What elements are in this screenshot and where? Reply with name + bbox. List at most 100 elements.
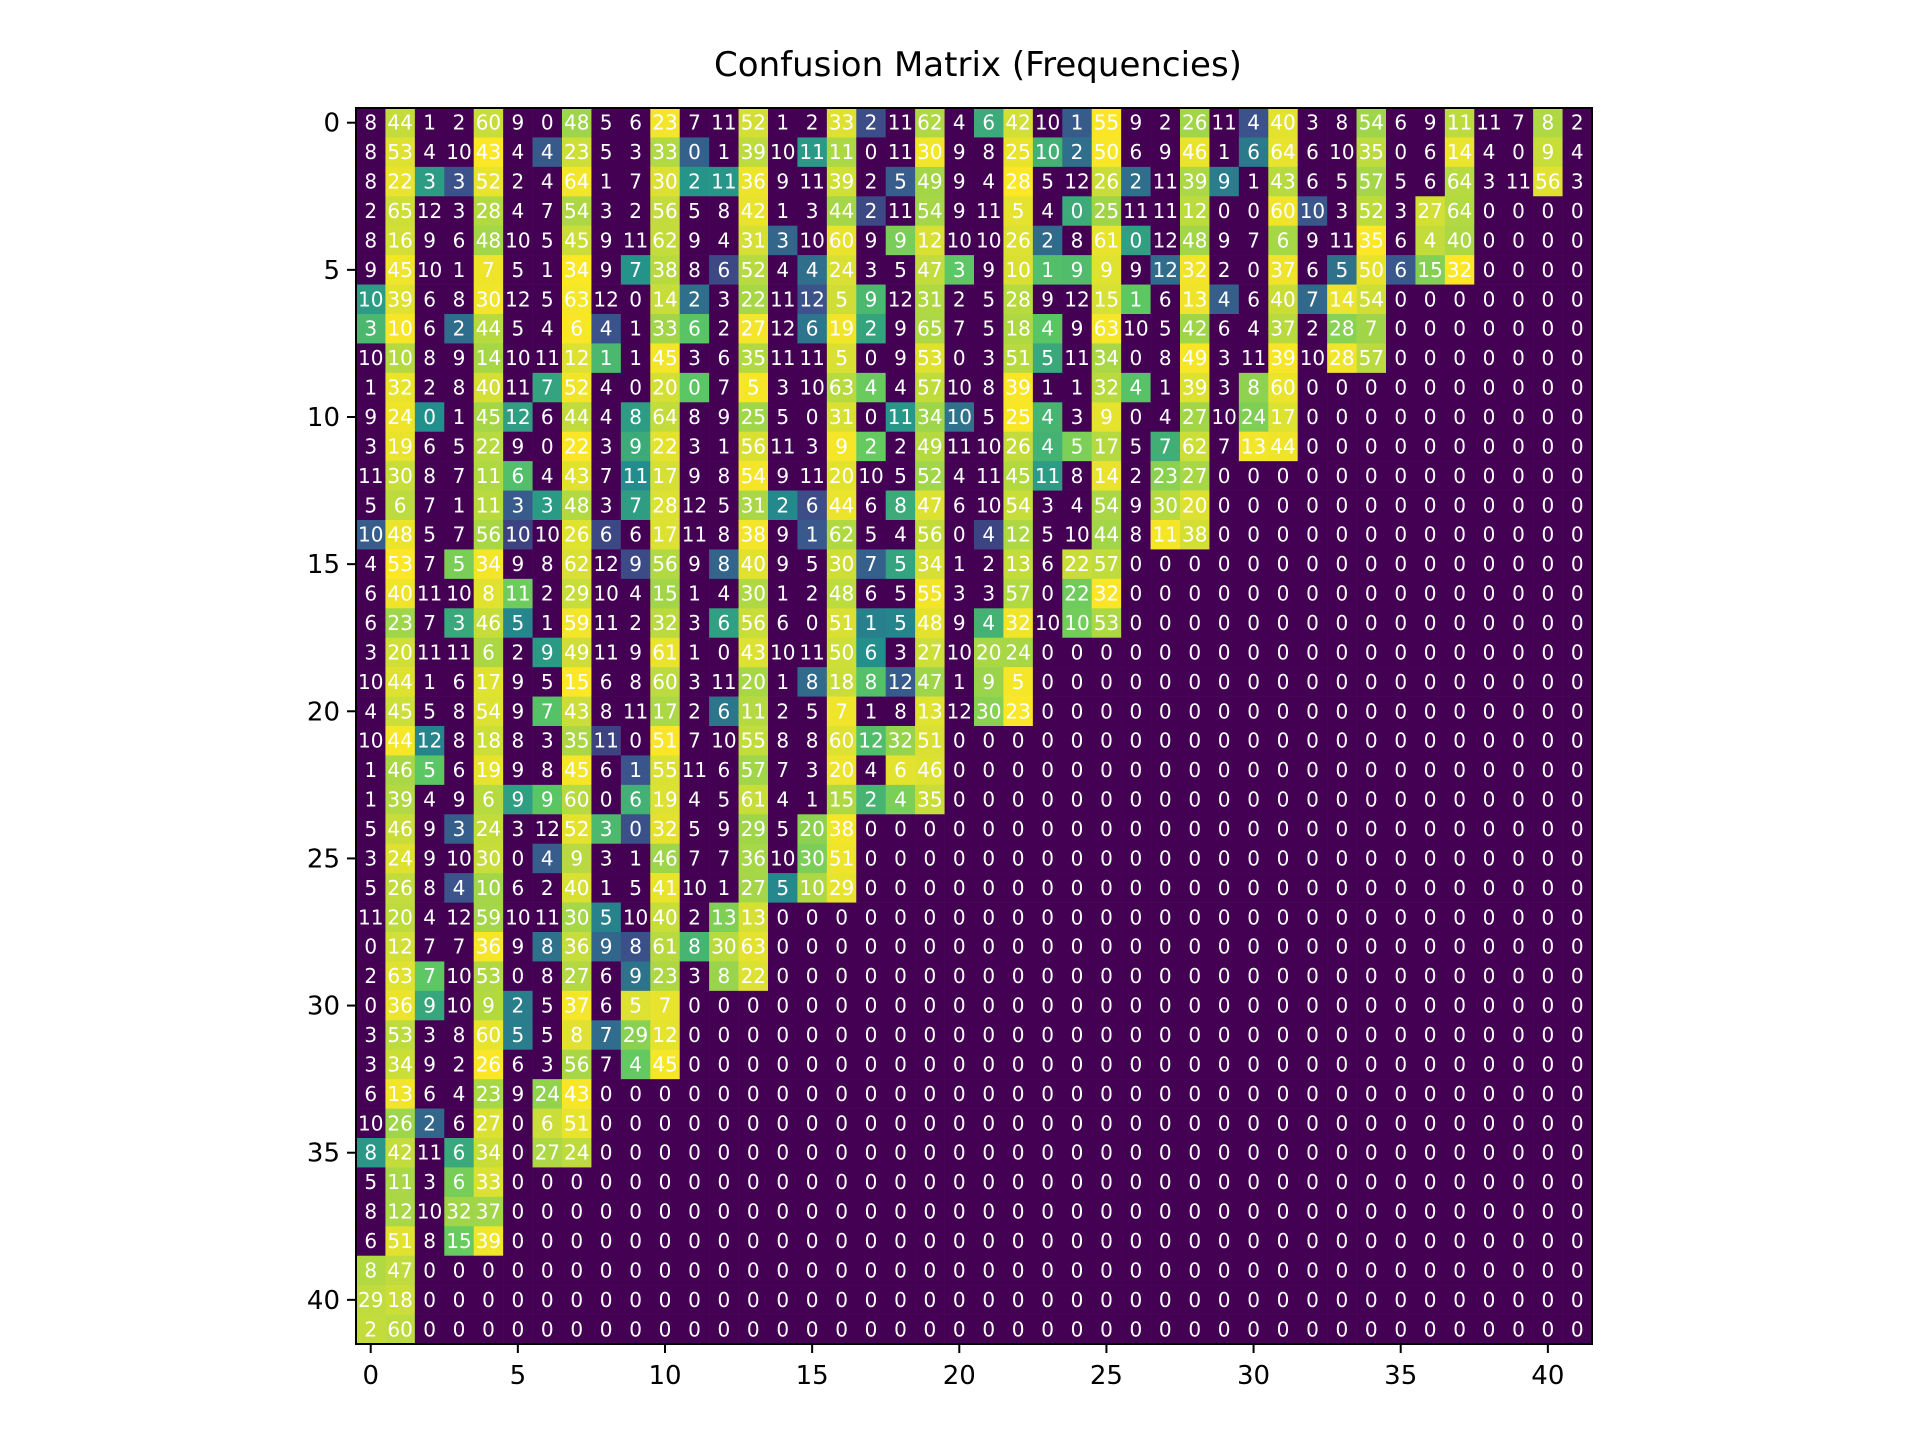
cell-value-label: 0	[1394, 493, 1407, 517]
cell-value-label: 35	[1359, 228, 1384, 252]
cell-value-label: 59	[564, 611, 589, 635]
cell-value-label: 0	[923, 1082, 936, 1106]
heatmap-cell	[503, 137, 533, 168]
cell-value-label: 0	[747, 1317, 760, 1341]
cell-value-label: 0	[923, 876, 936, 900]
cell-value-label: 0	[835, 964, 848, 988]
heatmap-cell	[650, 166, 681, 197]
heatmap-cell	[444, 314, 475, 344]
heatmap-cell	[620, 520, 651, 550]
heatmap-cell	[620, 608, 651, 639]
cell-value-label: 0	[1483, 640, 1496, 664]
cell-value-label: 0	[1365, 788, 1378, 812]
cell-value-label: 0	[423, 405, 436, 429]
cell-value-label: 1	[717, 434, 730, 458]
cell-value-label: 0	[1571, 258, 1584, 282]
cell-value-label: 8	[1071, 464, 1084, 488]
cell-value-label: 0	[1188, 1111, 1201, 1135]
x-tick-label: 35	[1384, 1361, 1417, 1391]
cell-value-label: 0	[1071, 199, 1084, 223]
cell-value-label: 0	[1218, 1200, 1231, 1224]
cell-value-label: 14	[476, 346, 501, 370]
heatmap-cell	[591, 461, 622, 491]
heatmap-cell	[620, 225, 651, 256]
cell-value-label: 6	[423, 434, 436, 458]
cell-value-label: 0	[1247, 199, 1260, 223]
cell-value-label: 11	[1329, 228, 1354, 252]
cell-value-label: 0	[629, 1258, 642, 1282]
heatmap-cell	[356, 1285, 386, 1315]
cell-value-label: 20	[1182, 493, 1207, 517]
heatmap-cell	[591, 1285, 622, 1315]
cell-value-label: 0	[1247, 1288, 1260, 1312]
heatmap-cell	[473, 1314, 504, 1345]
heatmap-cell	[414, 1167, 445, 1198]
cell-value-label: 1	[776, 199, 789, 223]
heatmap-cell	[709, 814, 739, 845]
cell-value-label: 5	[453, 552, 466, 576]
cell-value-label: 0	[1483, 964, 1496, 988]
cell-value-label: 11	[535, 905, 560, 929]
heatmap-cell	[532, 490, 563, 521]
cell-value-label: 0	[982, 817, 995, 841]
cell-value-label: 0	[1512, 1082, 1525, 1106]
heatmap-cell	[797, 255, 828, 285]
cell-value-label: 0	[1012, 994, 1025, 1018]
heatmap-cell	[826, 1020, 857, 1051]
cell-value-label: 34	[476, 552, 501, 576]
cell-value-label: 0	[923, 1052, 936, 1076]
heatmap-cell	[356, 755, 386, 786]
cell-value-label: 20	[387, 905, 412, 929]
cell-value-label: 32	[446, 1200, 471, 1224]
cell-value-label: 8	[717, 964, 730, 988]
heatmap-cell	[532, 1079, 563, 1109]
heatmap-cell	[356, 1020, 386, 1051]
cell-value-label: 39	[476, 1229, 501, 1253]
cell-value-label: 3	[1306, 111, 1319, 135]
cell-value-label: 0	[1306, 434, 1319, 458]
cell-value-label: 0	[747, 1288, 760, 1312]
cell-value-label: 0	[1365, 640, 1378, 664]
cell-value-label: 0	[1453, 1082, 1466, 1106]
cell-value-label: 0	[1188, 788, 1201, 812]
cell-value-label: 0	[982, 1317, 995, 1341]
cell-value-label: 0	[629, 287, 642, 311]
cell-value-label: 0	[806, 1258, 819, 1282]
heatmap-cell	[532, 137, 563, 168]
cell-value-label: 0	[1571, 1229, 1584, 1253]
heatmap-cell	[826, 255, 857, 285]
cell-value-label: 1	[865, 611, 878, 635]
cell-value-label: 9	[953, 611, 966, 635]
heatmap-cell	[385, 1255, 416, 1286]
cell-value-label: 3	[776, 376, 789, 400]
cell-value-label: 9	[629, 552, 642, 576]
cell-value-label: 8	[1541, 111, 1554, 135]
heatmap-cell	[414, 137, 445, 168]
heatmap-cell	[797, 1226, 828, 1257]
heatmap-cell	[797, 372, 828, 403]
cell-value-label: 46	[387, 817, 412, 841]
cell-value-label: 47	[917, 670, 942, 694]
cell-value-label: 1	[1041, 258, 1054, 282]
heatmap-cell	[768, 255, 798, 285]
heatmap-cell	[856, 196, 887, 227]
cell-value-label: 47	[387, 1258, 412, 1282]
cell-value-label: 8	[453, 1023, 466, 1047]
cell-value-label: 63	[741, 935, 766, 959]
cell-value-label: 11	[1476, 111, 1501, 135]
cell-value-label: 9	[1541, 140, 1554, 164]
cell-value-label: 3	[865, 258, 878, 282]
cell-value-label: 46	[476, 611, 501, 635]
cell-value-label: 28	[476, 199, 501, 223]
cell-value-label: 0	[1571, 935, 1584, 959]
cell-value-label: 9	[629, 964, 642, 988]
cell-value-label: 5	[688, 199, 701, 223]
heatmap-cell	[503, 402, 533, 433]
heatmap-cell	[591, 1108, 622, 1139]
heatmap-cell	[503, 843, 533, 874]
cell-value-label: 12	[505, 405, 530, 429]
cell-value-label: 0	[1041, 758, 1054, 782]
cell-value-label: 0	[982, 758, 995, 782]
cell-value-label: 10	[387, 317, 412, 341]
cell-value-label: 0	[1394, 376, 1407, 400]
